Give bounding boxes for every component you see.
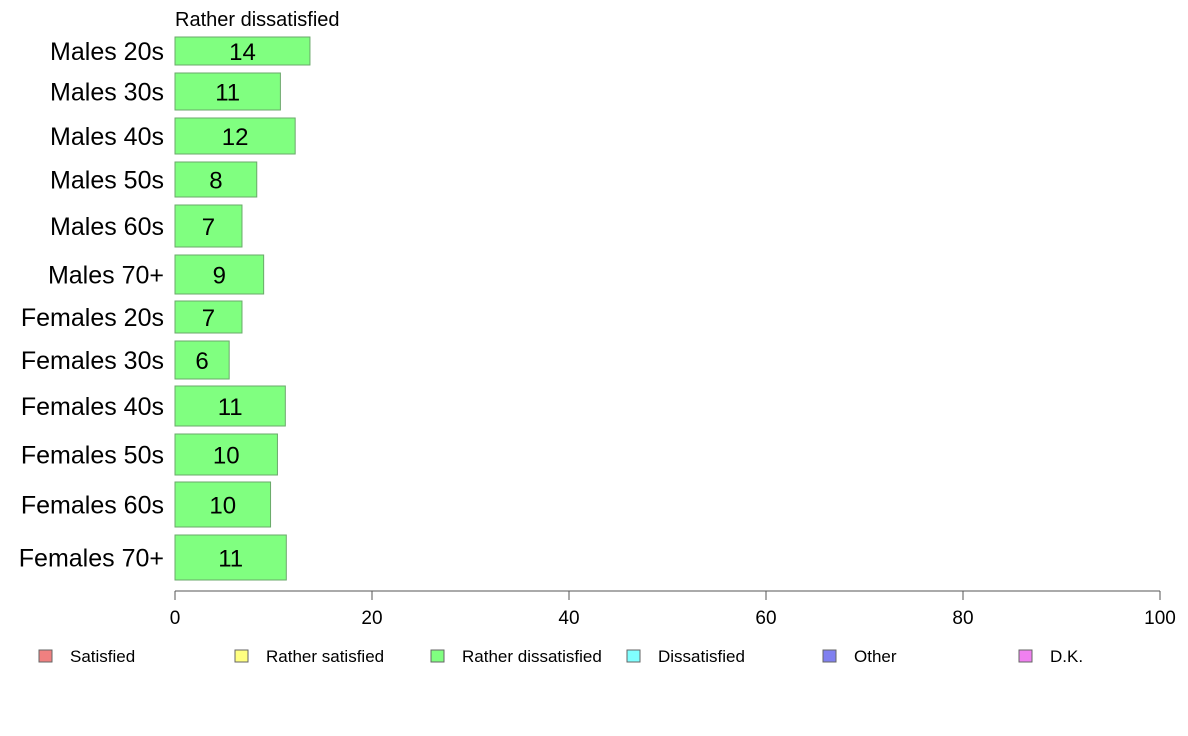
bar [174,204,243,248]
legend-label: Rather dissatisfied [462,647,602,666]
legend-swatch [1018,649,1033,663]
bar [174,161,258,198]
data-label: 9 [213,263,226,290]
category-label: Females 30s [21,347,164,375]
bar [174,481,272,528]
legend-swatch [430,649,445,663]
legend-swatch [626,649,641,663]
bar [174,300,243,334]
legend-label: Dissatisfied [658,647,745,666]
category-label: Males 20s [50,38,164,66]
data-label: 7 [202,214,215,241]
x-axis: 0 20 40 60 80 100 [170,590,1176,629]
bar [174,36,311,66]
x-tick-label: 40 [558,608,579,629]
legend-swatch [38,649,53,663]
bar [174,433,278,476]
x-tick-label: 20 [361,608,382,629]
data-label: 7 [202,305,215,332]
data-label: 6 [195,348,208,375]
category-label: Females 40s [21,393,164,421]
legend-label: Satisfied [70,647,135,666]
data-label: 14 [229,39,256,66]
legend-label: Rather satisfied [266,647,384,666]
bar [174,72,281,111]
legend: Satisfied Rather satisfied Rather dissatis… [38,647,1083,666]
legend-swatch [822,649,837,663]
bar [174,340,230,380]
data-label: 11 [218,394,243,421]
category-label: Males 70+ [48,262,164,290]
data-label: 11 [218,546,243,573]
data-label: 8 [209,168,222,195]
data-label: 10 [209,493,236,520]
category-label: Males 40s [50,123,164,151]
data-label: 10 [213,443,240,470]
category-label: Females 70+ [19,545,164,573]
x-tick-label: 100 [1144,608,1176,629]
legend-label: D.K. [1050,647,1083,666]
category-label: Males 50s [50,167,164,195]
bar [174,254,265,295]
category-label: Males 30s [50,79,164,107]
category-label: Males 60s [50,213,164,241]
bars-layer: Males 20s 14 Males 30s 11 Males 40s 12 Males 5… [19,36,311,581]
data-label: 11 [215,80,240,107]
x-tick-label: 60 [755,608,776,629]
category-label: Females 60s [21,492,164,520]
bar [174,534,287,581]
chart-title: Rather dissatisfied [175,9,340,31]
x-tick-label: 80 [952,608,973,629]
legend-swatch [234,649,249,663]
bar [174,385,286,427]
x-tick-label: 0 [170,608,181,629]
category-label: Females 20s [21,304,164,332]
legend-label: Other [854,647,897,666]
data-label: 12 [222,124,249,151]
category-label: Females 50s [21,442,164,470]
bar [174,117,296,155]
